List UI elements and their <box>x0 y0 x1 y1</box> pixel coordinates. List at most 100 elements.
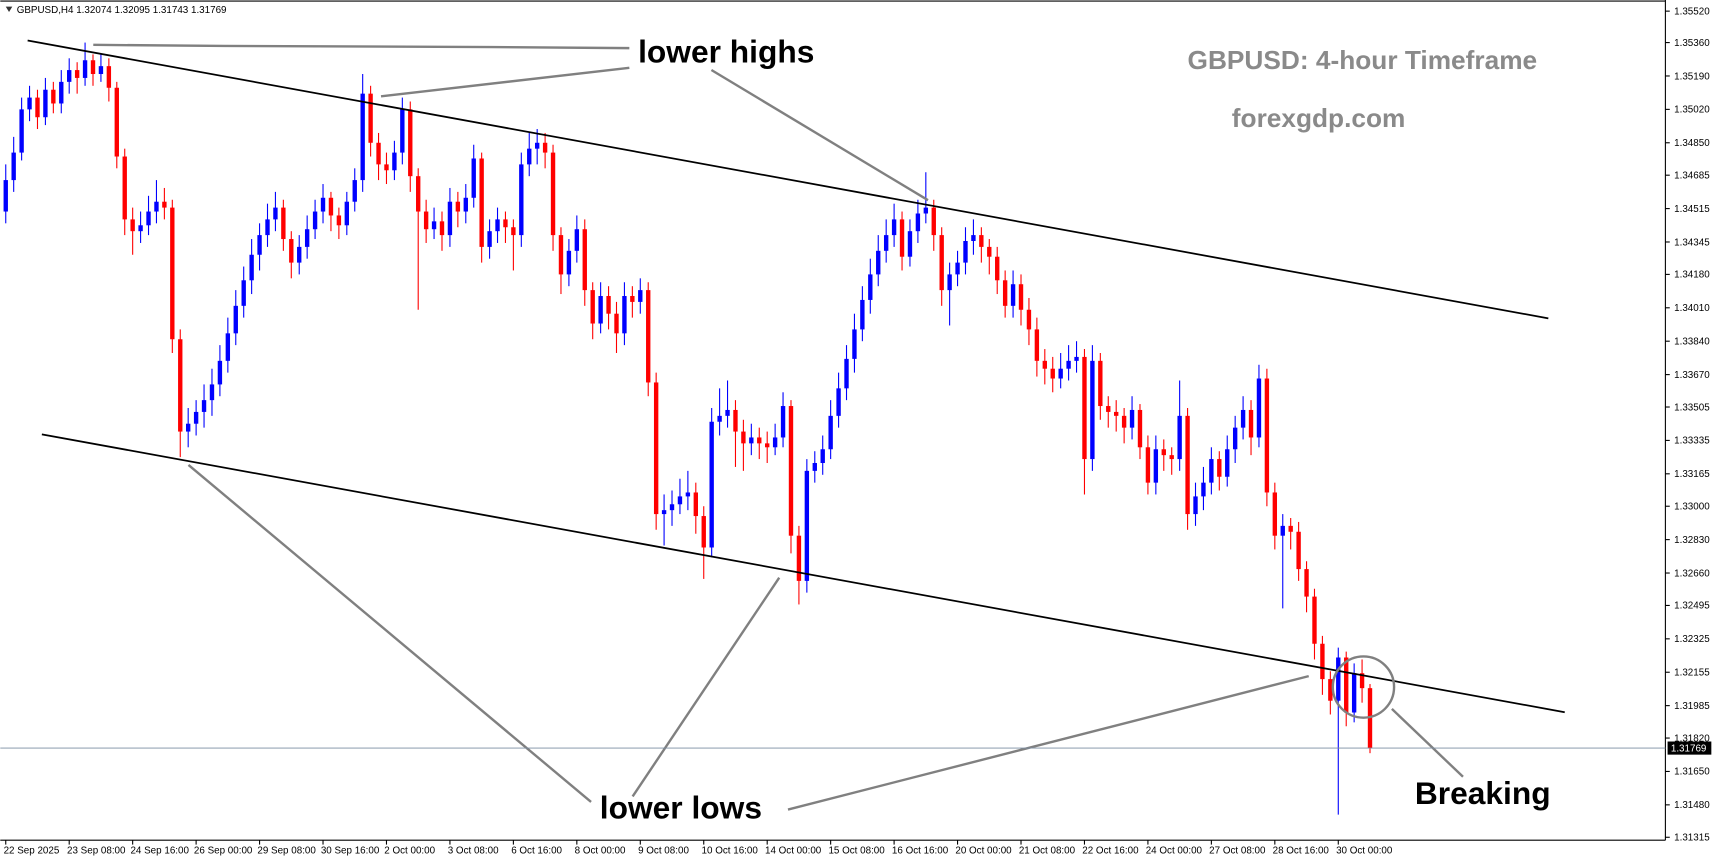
candle-body <box>1082 356 1087 460</box>
candle-body <box>495 219 500 232</box>
candle-body <box>1074 356 1079 361</box>
y-tick-label: 1.35360 <box>1674 38 1710 49</box>
candle-body <box>1106 406 1111 412</box>
candle-body <box>527 148 532 165</box>
candle-body <box>304 229 310 247</box>
candle-body <box>701 516 706 548</box>
candle-body <box>471 158 476 198</box>
candle-body <box>772 437 778 448</box>
candle-body <box>852 329 857 359</box>
pointer <box>1391 708 1464 778</box>
candle-body <box>844 358 849 389</box>
candle-body <box>193 411 199 424</box>
candle-body <box>511 227 516 236</box>
candle-body <box>1002 280 1008 306</box>
candle-body <box>979 235 984 247</box>
candle-body <box>154 201 159 212</box>
candle-body <box>1232 427 1238 450</box>
candle-body <box>185 423 191 432</box>
candle-body <box>1248 409 1254 438</box>
candle-body <box>162 201 167 208</box>
x-tick-label: 30 Oct 00:00 <box>1336 845 1393 856</box>
candle-body <box>431 221 437 230</box>
candle-body <box>1153 449 1159 483</box>
y-tick-label: 1.31650 <box>1674 767 1710 778</box>
header: GBPUSD,H4 1.32074 1.32095 1.31743 1.3176… <box>17 5 227 16</box>
candle-body <box>653 382 659 515</box>
candle-body <box>574 229 580 251</box>
upper-trendline <box>27 39 1549 320</box>
y-tick-label: 1.32155 <box>1674 668 1710 679</box>
candle-body <box>899 219 905 257</box>
y-tick-label: 1.32830 <box>1674 535 1710 546</box>
candle-body <box>765 443 770 448</box>
candle-body <box>19 109 24 153</box>
candle-body <box>3 180 8 212</box>
y-tick-label: 1.33505 <box>1674 402 1710 413</box>
candle-body <box>685 492 691 497</box>
candle-body <box>384 164 389 171</box>
candle-body <box>1288 525 1293 532</box>
candle-body <box>709 421 714 548</box>
candle-body <box>392 152 397 171</box>
candle-body <box>693 492 698 517</box>
candle-body <box>1225 449 1230 477</box>
candle-body <box>11 152 16 181</box>
candle-body <box>1193 496 1198 515</box>
x-tick-label: 15 Oct 08:00 <box>828 845 885 856</box>
candle-body <box>987 246 992 257</box>
candle-body <box>35 97 40 118</box>
header-icon <box>5 6 13 13</box>
y-tick-label: 1.34850 <box>1674 138 1710 149</box>
chart-subtitle: forexgdp.com <box>1232 103 1406 133</box>
candle-body <box>233 305 238 334</box>
x-tick-label: 30 Sep 16:00 <box>321 845 380 856</box>
candle-body <box>1042 360 1047 369</box>
lower-trendline <box>41 433 1565 714</box>
candle-body <box>725 409 730 416</box>
candle-body <box>1169 455 1174 460</box>
candle-body <box>963 241 968 263</box>
candle-body <box>868 274 873 300</box>
candle-body <box>717 415 722 422</box>
candle-body <box>1018 284 1024 310</box>
pointer <box>187 464 592 803</box>
x-tick-label: 6 Oct 16:00 <box>511 845 562 856</box>
candle-body <box>74 70 80 78</box>
pointers <box>93 43 1464 811</box>
candle-body <box>82 60 88 78</box>
candle-body <box>749 437 754 444</box>
candle-body <box>1304 569 1309 597</box>
candle-body <box>90 60 96 75</box>
x-tick-label: 3 Oct 08:00 <box>448 845 499 856</box>
candle-body <box>479 158 484 247</box>
candle-body <box>1066 360 1071 369</box>
candle-body <box>503 219 508 228</box>
candle-body <box>1209 459 1214 483</box>
x-tick-label: 21 Oct 08:00 <box>1019 845 1076 856</box>
candle-body <box>257 235 262 255</box>
candle-body <box>796 535 802 581</box>
candle-body <box>995 256 1000 281</box>
x-tick-label: 10 Oct 16:00 <box>702 845 759 856</box>
candle-body <box>1280 525 1285 536</box>
candle-body <box>249 254 254 281</box>
y-tick-label: 1.34345 <box>1674 237 1710 248</box>
candle-body <box>907 231 913 257</box>
candle-body <box>1256 378 1262 438</box>
candle-body <box>114 87 119 157</box>
candle-body <box>646 290 651 383</box>
candle-body <box>1098 360 1103 407</box>
candle-body <box>273 207 278 220</box>
candle-body <box>281 207 286 240</box>
candle-body <box>939 235 944 291</box>
candle-body <box>241 280 246 306</box>
candle-body <box>638 290 643 302</box>
y-tick-label: 1.33670 <box>1674 370 1710 381</box>
price-label-box <box>1667 741 1712 755</box>
candle-body <box>320 197 326 212</box>
candle-body <box>98 66 104 75</box>
candle-body <box>947 274 952 291</box>
